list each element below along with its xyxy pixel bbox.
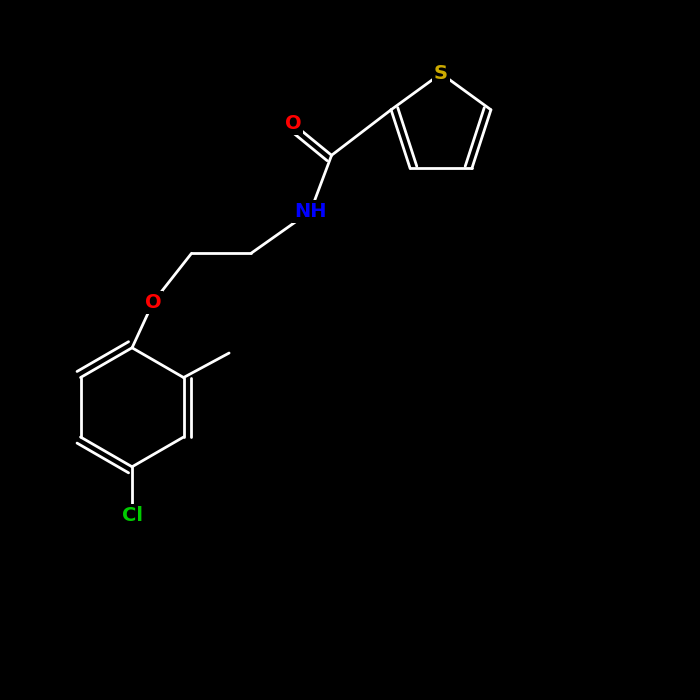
Text: O: O <box>145 293 162 312</box>
Text: Cl: Cl <box>122 506 143 525</box>
Text: NH: NH <box>294 202 327 220</box>
Text: O: O <box>285 114 302 133</box>
Text: S: S <box>434 64 448 83</box>
